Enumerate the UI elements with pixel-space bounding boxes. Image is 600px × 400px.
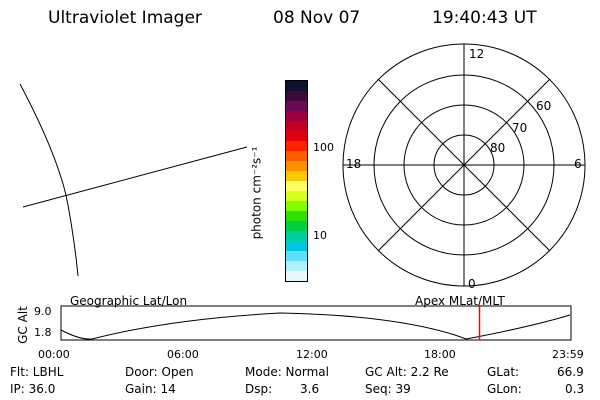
glon-label: GLon:	[487, 382, 522, 396]
colorbar-band	[286, 131, 307, 141]
polar-diagonal-2	[377, 78, 551, 252]
dsp-value: 3.6	[300, 382, 320, 396]
polar-ring-label-60: 60	[536, 99, 551, 113]
door-status: Door: Open	[125, 365, 194, 379]
colorbar-band	[286, 261, 307, 271]
ip-status: IP: 36.0	[10, 382, 56, 396]
colorbar-band	[286, 141, 307, 151]
colorbar-band	[286, 171, 307, 181]
latitude-curve	[19, 83, 79, 277]
x-tick-0600: 06:00	[167, 348, 199, 361]
date-label: 08 Nov 07	[273, 8, 361, 28]
gain-status: Gain: 14	[125, 382, 176, 396]
colorbar-band	[286, 241, 307, 251]
geographic-label: Geographic Lat/Lon	[70, 294, 188, 308]
colorbar-band	[286, 81, 307, 91]
x-tick-0000: 00:00	[38, 348, 70, 361]
altitude-curve	[60, 312, 571, 340]
colorbar-band	[286, 271, 307, 281]
glon-value: 0.3	[565, 382, 585, 396]
polar-ring-label-80: 80	[490, 141, 505, 155]
polar-label-right: 6	[574, 157, 582, 171]
glat-value: 66.9	[557, 365, 584, 379]
mode-status: Mode: Normal	[245, 365, 329, 379]
instrument-title: Ultraviolet Imager	[48, 8, 202, 28]
seq-status: Seq: 39	[365, 382, 411, 396]
filter-status: Flt: LBHL	[10, 365, 64, 379]
glat-label: GLat:	[487, 365, 520, 379]
colorbar-band	[286, 91, 307, 101]
colorbar-band	[286, 231, 307, 241]
colorbar-band	[286, 211, 307, 221]
gc-alt-axis-label: GC Alt	[15, 306, 30, 344]
polar-label-bottom: 0	[468, 277, 476, 291]
colorbar-band	[286, 161, 307, 171]
dsp-label: Dsp:	[245, 382, 273, 396]
gc-alt-status: GC Alt: 2.2 Re	[365, 365, 449, 379]
apex-label: Apex MLat/MLT	[415, 294, 505, 308]
colorbar-tick-10: 10	[313, 229, 327, 242]
geographic-panel	[19, 83, 248, 277]
x-tick-1200: 12:00	[296, 348, 328, 361]
y-tick-high: 9.0	[34, 305, 52, 318]
colorbar-band	[286, 201, 307, 211]
colorbar-band	[286, 191, 307, 201]
polar-label-top: 12	[469, 47, 484, 61]
colorbar-band	[286, 251, 307, 261]
polar-ring-label-70: 70	[512, 121, 527, 135]
longitude-line	[22, 146, 248, 208]
colorbar	[285, 80, 308, 282]
colorbar-band	[286, 181, 307, 191]
colorbar-tick-100: 100	[313, 141, 334, 154]
time-label: 19:40:43 UT	[432, 8, 537, 28]
x-tick-1800: 18:00	[424, 348, 456, 361]
colorbar-band	[286, 111, 307, 121]
colorbar-band	[286, 221, 307, 231]
colorbar-band	[286, 151, 307, 161]
colorbar-unit-label: photon cm⁻²s⁻¹	[249, 146, 264, 240]
colorbar-band	[286, 101, 307, 111]
y-tick-low: 1.8	[34, 326, 52, 339]
x-tick-2359: 23:59	[552, 348, 584, 361]
altitude-timeline	[60, 305, 572, 341]
colorbar-band	[286, 121, 307, 131]
polar-label-left: 18	[346, 157, 361, 171]
polar-plot: 12 18 6 0 60 70 80	[342, 43, 586, 291]
